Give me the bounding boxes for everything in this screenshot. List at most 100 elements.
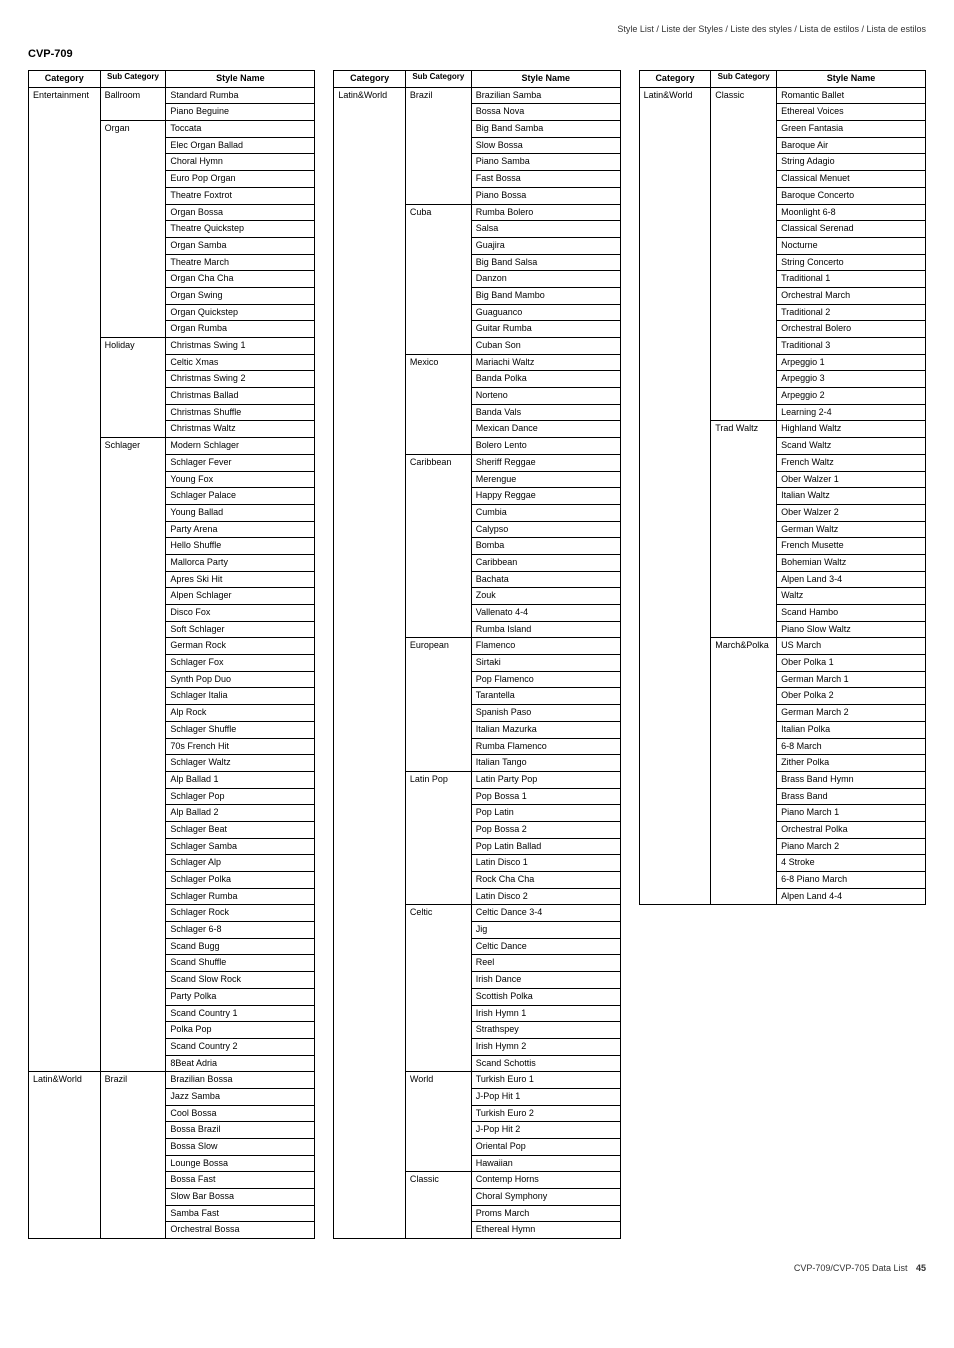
cell-style-name: Schlager Waltz [166, 755, 315, 772]
cell-style-name: US March [777, 638, 926, 655]
cell-style-name: Piano March 2 [777, 838, 926, 855]
cell-style-name: Alpen Land 4-4 [777, 888, 926, 905]
cell-style-name: Apres Ski Hit [166, 571, 315, 588]
cell-style-name: Guajira [471, 237, 620, 254]
cell-style-name: German March 1 [777, 671, 926, 688]
cell-style-name: Hawaiian [471, 1155, 620, 1172]
cell-style-name: Merengue [471, 471, 620, 488]
cell-style-name: Vallenato 4-4 [471, 605, 620, 622]
column-2: CategorySub CategoryStyle NameLatin&Worl… [333, 70, 620, 1239]
cell-style-name: Organ Quickstep [166, 304, 315, 321]
cell-style-name: Brass Band [777, 788, 926, 805]
cell-style-name: Schlager Polka [166, 872, 315, 889]
cell-style-name: Schlager Alp [166, 855, 315, 872]
cell-style-name: Salsa [471, 221, 620, 238]
cell-style-name: Rock Cha Cha [471, 872, 620, 889]
cell-style-name: French Waltz [777, 454, 926, 471]
cell-style-name: Piano Bossa [471, 187, 620, 204]
cell-style-name: Schlager Palace [166, 488, 315, 505]
cell-style-name: Arpeggio 1 [777, 354, 926, 371]
cell-style-name: Samba Fast [166, 1205, 315, 1222]
cell-style-name: Scand Schottis [471, 1055, 620, 1072]
cell-style-name: Irish Hymn 1 [471, 1005, 620, 1022]
cell-style-name: Orchestral Bossa [166, 1222, 315, 1239]
cell-style-name: Schlager Rumba [166, 888, 315, 905]
cell-style-name: Polka Pop [166, 1022, 315, 1039]
cell-style-name: Piano March 1 [777, 805, 926, 822]
cell-style-name: Choral Hymn [166, 154, 315, 171]
cell-style-name: Learning 2-4 [777, 404, 926, 421]
table-row: Latin&WorldClassicRomantic Ballet [639, 87, 925, 104]
cell-style-name: Organ Bossa [166, 204, 315, 221]
cell-sub-category: Classic [711, 87, 777, 421]
cell-style-name: German March 2 [777, 705, 926, 722]
header-meta-line: Style List / Liste der Styles / Liste de… [28, 24, 926, 34]
cell-style-name: Celtic Xmas [166, 354, 315, 371]
cell-sub-category: Celtic [405, 905, 471, 1072]
cell-style-name: Young Ballad [166, 504, 315, 521]
cell-style-name: Romantic Ballet [777, 87, 926, 104]
cell-style-name: Slow Bossa [471, 137, 620, 154]
cell-style-name: Theatre Foxtrot [166, 187, 315, 204]
cell-style-name: Big Band Salsa [471, 254, 620, 271]
cell-style-name: Rumba Flamenco [471, 738, 620, 755]
cell-style-name: Pop Bossa 1 [471, 788, 620, 805]
footer-text: CVP-709/CVP-705 Data List [794, 1263, 908, 1273]
cell-style-name: Flamenco [471, 638, 620, 655]
cell-style-name: Zither Polka [777, 755, 926, 772]
cell-style-name: Organ Rumba [166, 321, 315, 338]
cell-style-name: Soft Schlager [166, 621, 315, 638]
cell-style-name: Brazilian Samba [471, 87, 620, 104]
cell-sub-category: Caribbean [405, 454, 471, 638]
cell-sub-category: World [405, 1072, 471, 1172]
cell-style-name: Contemp Horns [471, 1172, 620, 1189]
cell-style-name: Spanish Paso [471, 705, 620, 722]
table-row: Latin&WorldBrazilBrazilian Samba [334, 87, 620, 104]
cell-style-name: Ober Polka 1 [777, 655, 926, 672]
cell-style-name: Hello Shuffle [166, 538, 315, 555]
cell-style-name: Calypso [471, 521, 620, 538]
cell-sub-category: Organ [100, 121, 166, 338]
cell-style-name: Scand Hambo [777, 605, 926, 622]
cell-style-name: Rumba Island [471, 621, 620, 638]
cell-style-name: Schlager 6-8 [166, 922, 315, 939]
cell-category: Latin&World [639, 87, 711, 905]
cell-style-name: Standard Rumba [166, 87, 315, 104]
cell-style-name: Fast Bossa [471, 171, 620, 188]
cell-style-name: Strathspey [471, 1022, 620, 1039]
cell-sub-category: Holiday [100, 338, 166, 438]
cell-style-name: Piano Samba [471, 154, 620, 171]
cell-style-name: Zouk [471, 588, 620, 605]
cell-style-name: Piano Slow Waltz [777, 621, 926, 638]
cell-style-name: Oriental Pop [471, 1139, 620, 1156]
cell-style-name: Classical Serenad [777, 221, 926, 238]
cell-style-name: Bossa Nova [471, 104, 620, 121]
column-3: CategorySub CategoryStyle NameLatin&Worl… [639, 70, 926, 905]
cell-style-name: Scand Country 2 [166, 1038, 315, 1055]
style-table-2: CategorySub CategoryStyle NameLatin&Worl… [333, 70, 620, 1239]
cell-style-name: Schlager Samba [166, 838, 315, 855]
cell-style-name: Theatre Quickstep [166, 221, 315, 238]
cell-style-name: Scand Slow Rock [166, 972, 315, 989]
col-header-sub-category: Sub Category [100, 71, 166, 88]
cell-sub-category: Classic [405, 1172, 471, 1239]
cell-style-name: Italian Polka [777, 721, 926, 738]
cell-style-name: Alp Ballad 1 [166, 771, 315, 788]
cell-style-name: Pop Latin Ballad [471, 838, 620, 855]
cell-style-name: Turkish Euro 1 [471, 1072, 620, 1089]
cell-style-name: Nocturne [777, 237, 926, 254]
cell-style-name: Jazz Samba [166, 1088, 315, 1105]
cell-style-name: 6-8 Piano March [777, 872, 926, 889]
cell-style-name: Turkish Euro 2 [471, 1105, 620, 1122]
cell-style-name: Guitar Rumba [471, 321, 620, 338]
cell-style-name: Brass Band Hymn [777, 771, 926, 788]
model-label: CVP-709 [28, 48, 926, 60]
cell-style-name: Italian Mazurka [471, 721, 620, 738]
cell-style-name: J-Pop Hit 1 [471, 1088, 620, 1105]
cell-style-name: Christmas Ballad [166, 388, 315, 405]
cell-style-name: Ethereal Voices [777, 104, 926, 121]
cell-style-name: Alpen Schlager [166, 588, 315, 605]
cell-style-name: Pop Latin [471, 805, 620, 822]
cell-style-name: Pop Flamenco [471, 671, 620, 688]
cell-style-name: Baroque Concerto [777, 187, 926, 204]
